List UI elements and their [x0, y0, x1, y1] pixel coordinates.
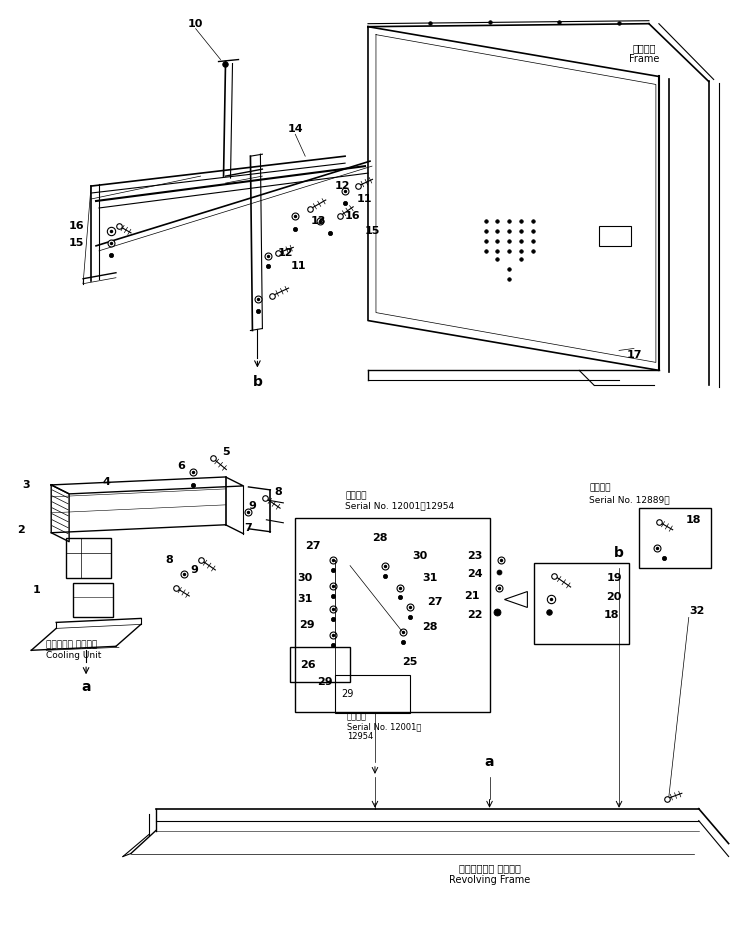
Text: 15: 15 — [68, 238, 83, 248]
Text: 6: 6 — [176, 461, 184, 471]
Text: 23: 23 — [467, 551, 482, 561]
Text: 27: 27 — [305, 541, 321, 551]
Text: 24: 24 — [467, 569, 482, 579]
Bar — [599, 226, 631, 246]
Text: 9: 9 — [248, 500, 256, 511]
Bar — [66, 538, 111, 578]
Text: レボルビング フレーム
Revolving Frame: レボルビング フレーム Revolving Frame — [449, 863, 530, 885]
Text: 30: 30 — [412, 551, 427, 561]
Text: b: b — [614, 545, 624, 560]
Text: 12954: 12954 — [347, 733, 373, 742]
Text: 9: 9 — [191, 565, 198, 575]
Text: 11: 11 — [356, 194, 372, 204]
Text: 29: 29 — [341, 689, 354, 699]
Text: 1: 1 — [32, 584, 40, 595]
Text: 10: 10 — [188, 19, 203, 29]
Bar — [639, 508, 711, 568]
Text: 21: 21 — [464, 591, 479, 600]
Text: 8: 8 — [274, 487, 283, 497]
Text: Serial No. 12889～: Serial No. 12889～ — [589, 496, 670, 504]
Text: フレーム
Frame: フレーム Frame — [629, 43, 659, 64]
Text: 適用号機: 適用号機 — [345, 491, 367, 500]
Text: 25: 25 — [402, 657, 417, 667]
Text: 13: 13 — [310, 216, 326, 226]
Text: 12: 12 — [277, 248, 293, 258]
Bar — [295, 518, 490, 712]
Text: Serial No. 12001～: Serial No. 12001～ — [347, 722, 422, 732]
Text: 12: 12 — [335, 181, 350, 191]
Text: 2: 2 — [18, 525, 25, 535]
Text: 20: 20 — [606, 593, 621, 602]
Text: 31: 31 — [422, 572, 438, 582]
Text: 適用号機: 適用号機 — [347, 713, 367, 721]
Text: クーリング ユニット
Cooling Unit: クーリング ユニット Cooling Unit — [46, 640, 102, 660]
Text: 17: 17 — [627, 350, 642, 361]
Text: 18: 18 — [686, 514, 701, 525]
Text: 29: 29 — [318, 678, 333, 687]
Text: 19: 19 — [606, 572, 622, 582]
Text: 4: 4 — [102, 477, 110, 487]
Bar — [291, 648, 350, 682]
Text: 11: 11 — [291, 261, 306, 271]
Bar — [534, 563, 629, 644]
Text: 14: 14 — [288, 124, 303, 134]
Text: 26: 26 — [300, 660, 316, 670]
Text: 22: 22 — [467, 610, 482, 621]
Text: 8: 8 — [165, 555, 173, 565]
Text: 5: 5 — [222, 447, 229, 457]
Text: 15: 15 — [365, 226, 380, 236]
Text: Serial No. 12001～12954: Serial No. 12001～12954 — [345, 501, 454, 511]
Text: a: a — [485, 755, 494, 769]
Text: 7: 7 — [244, 523, 253, 533]
Text: 29: 29 — [299, 621, 315, 630]
Text: 27: 27 — [427, 597, 442, 608]
Text: 16: 16 — [344, 211, 360, 221]
Text: 3: 3 — [23, 480, 30, 490]
Text: b: b — [253, 376, 262, 390]
Text: 31: 31 — [297, 595, 313, 605]
Bar — [73, 582, 113, 617]
Text: 32: 32 — [689, 607, 704, 616]
Text: a: a — [81, 680, 91, 694]
Text: 30: 30 — [298, 572, 313, 582]
Text: 適用号機: 適用号機 — [589, 484, 610, 492]
Text: 18: 18 — [603, 610, 619, 621]
Text: 16: 16 — [68, 221, 84, 231]
Text: 28: 28 — [372, 533, 388, 542]
Text: 28: 28 — [422, 623, 438, 633]
Bar — [335, 675, 410, 713]
